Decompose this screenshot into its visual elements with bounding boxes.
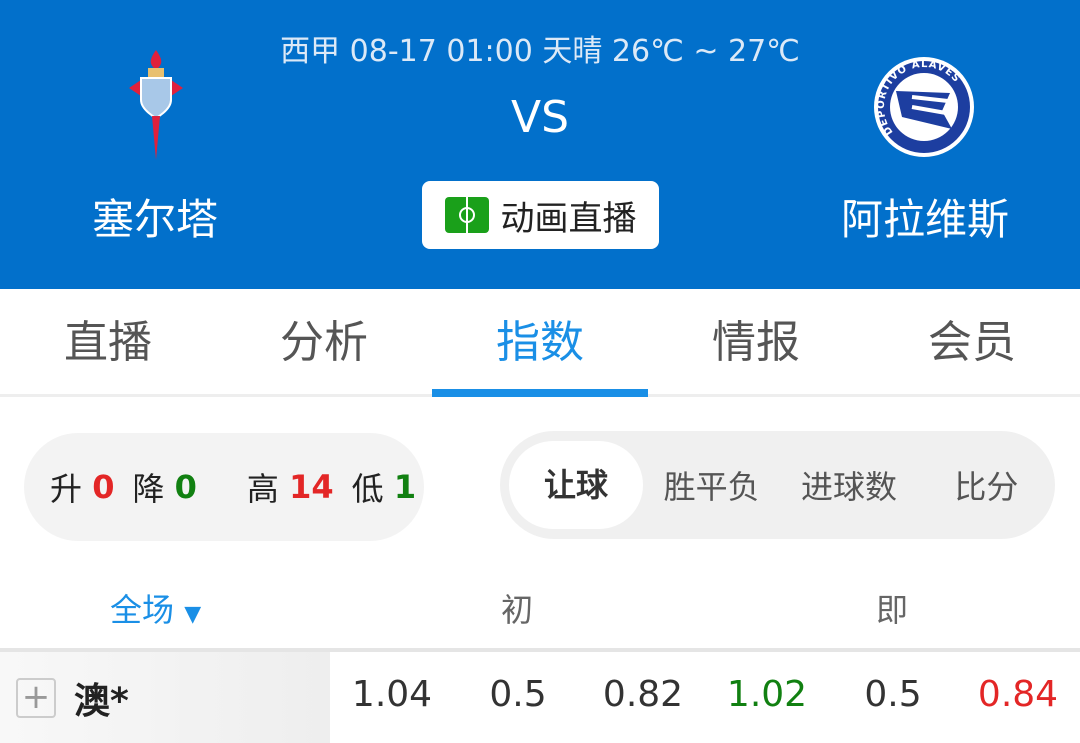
odds-change-summary: 升 0 降 0 高 14 低 1 — [24, 433, 424, 541]
period-dropdown[interactable]: 全场 ▼ — [110, 585, 201, 631]
up-label: 升 — [50, 470, 83, 508]
home-team-name: 塞尔塔 — [91, 195, 218, 244]
live-home-odds: 1.02 — [726, 674, 808, 715]
match-info: 西甲 08-17 01:00 天晴 26℃ ~ 27℃ — [280, 34, 800, 69]
tab-analysis[interactable]: 分析 — [280, 317, 368, 368]
animation-live-button[interactable]: 动画直播 — [422, 181, 659, 249]
live-header: 即 — [876, 591, 909, 629]
low-label: 低 — [351, 470, 384, 508]
down-label: 降 — [132, 470, 165, 508]
high-count: 14 — [289, 468, 334, 506]
down-count: 0 — [174, 468, 197, 506]
vs-label: VS — [510, 92, 570, 143]
low-count: 1 — [393, 468, 417, 506]
segment-handicap[interactable]: 让球 — [509, 441, 643, 529]
live-away-odds: 0.84 — [977, 674, 1059, 715]
tab-member[interactable]: 会员 — [928, 317, 1016, 368]
table-row[interactable]: + 澳* 1.04 0.5 0.82 1.02 0.5 0.84 — [0, 648, 1080, 743]
match-header: 西甲 08-17 01:00 天晴 26℃ ~ 27℃ 塞尔塔 VS DEPOR… — [0, 0, 1080, 289]
live-handicap: 0.5 — [864, 674, 922, 715]
segment-1x2[interactable]: 胜平负 — [663, 468, 760, 506]
segment-goals[interactable]: 进球数 — [800, 468, 897, 506]
tab-live[interactable]: 直播 — [64, 317, 152, 368]
odds-type-selector: 让球 胜平负 进球数 比分 — [500, 431, 1055, 539]
segment-score[interactable]: 比分 — [954, 468, 1019, 506]
company-name: 澳* — [74, 680, 129, 722]
initial-home-odds: 1.04 — [351, 674, 433, 715]
up-count: 0 — [92, 468, 115, 506]
live-button-label: 动画直播 — [500, 198, 637, 239]
expand-plus-icon[interactable]: + — [16, 677, 56, 718]
tab-intel[interactable]: 情报 — [712, 317, 800, 368]
initial-away-odds: 0.82 — [602, 674, 684, 715]
tab-bar: 直播 分析 指数 情报 会员 — [0, 289, 1080, 397]
away-team-logo: DEPORTIVO ALAVÉS — [874, 57, 974, 157]
pitch-icon — [444, 197, 489, 233]
initial-header: 初 — [501, 591, 534, 629]
away-team-name: 阿拉维斯 — [840, 195, 1009, 244]
tab-odds[interactable]: 指数 — [432, 289, 648, 397]
home-team-logo — [129, 50, 183, 160]
period-label: 全场 — [110, 591, 175, 629]
initial-handicap: 0.5 — [489, 674, 547, 715]
caret-down-icon: ▼ — [184, 602, 202, 627]
high-label: 高 — [246, 470, 279, 508]
